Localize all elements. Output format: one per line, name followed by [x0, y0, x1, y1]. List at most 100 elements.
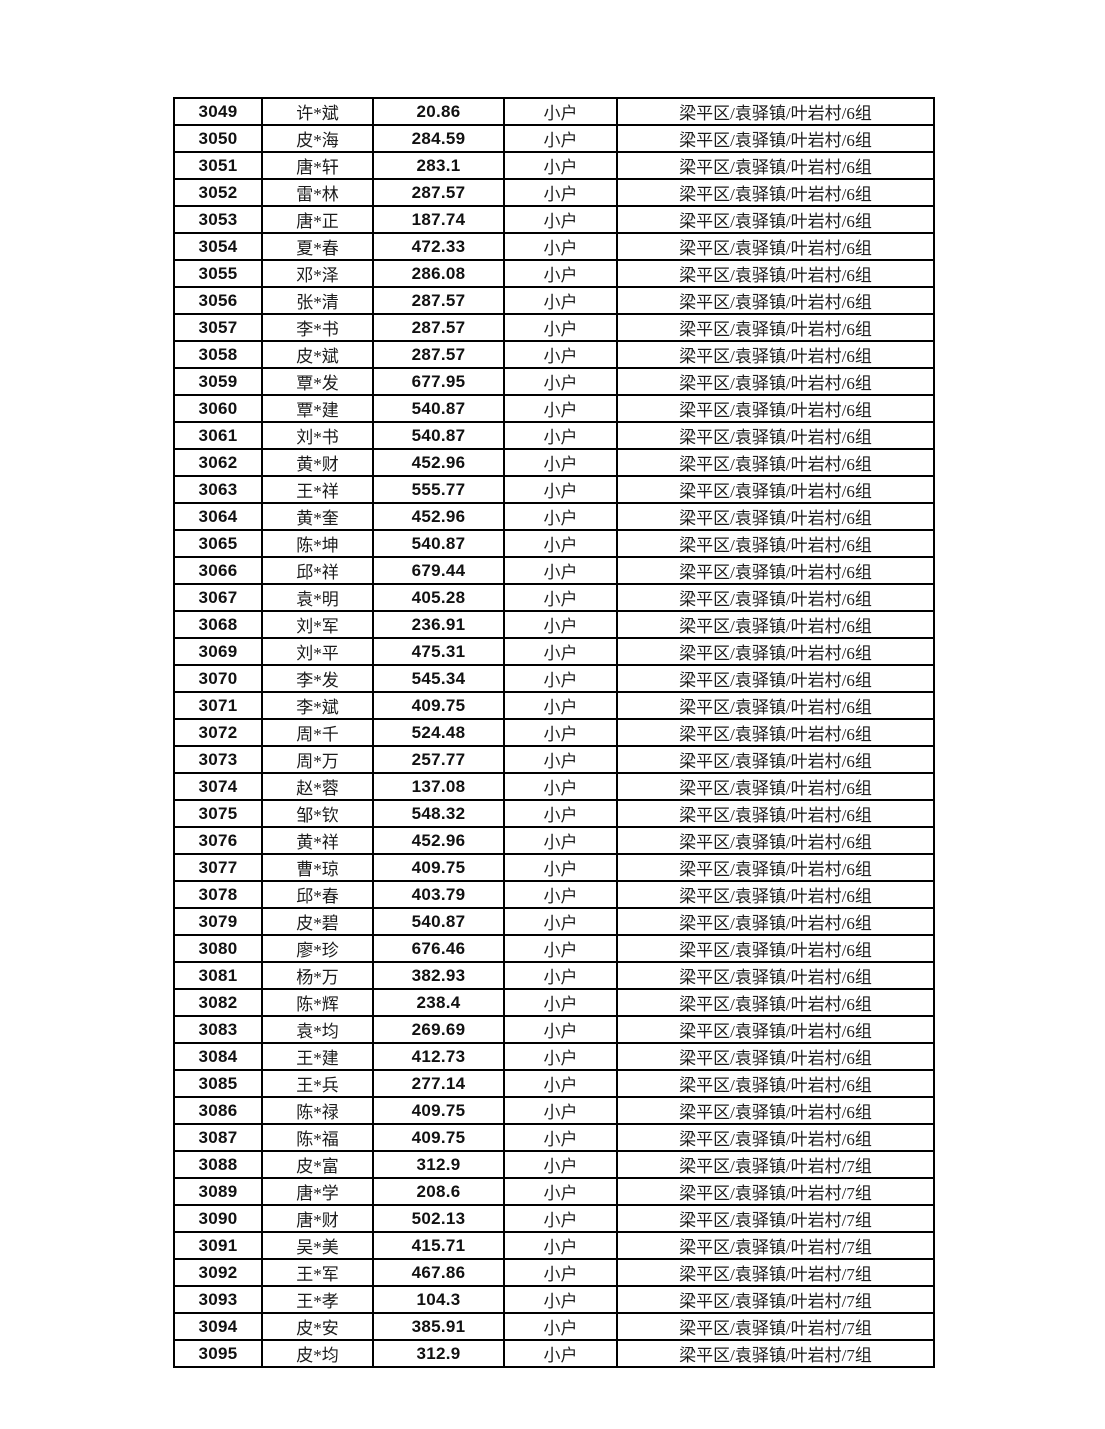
address-cell: 梁平区/袁驿镇/叶岩村/6组 [616, 421, 935, 450]
id-cell: 3093 [173, 1285, 263, 1314]
household-type-cell: 小户 [503, 394, 618, 423]
amount-cell: 287.57 [372, 178, 505, 207]
household-type-cell: 小户 [503, 286, 618, 315]
id-cell: 3076 [173, 826, 263, 855]
name-cell: 李*书 [261, 313, 374, 342]
name-cell: 陈*禄 [261, 1096, 374, 1125]
table-row: 3065 陈*坤 540.87 小户 梁平区/袁驿镇/叶岩村/6组 [173, 529, 935, 558]
amount-cell: 238.4 [372, 988, 505, 1017]
table-row: 3093 王*孝 104.3 小户 梁平区/袁驿镇/叶岩村/7组 [173, 1285, 935, 1314]
id-cell: 3051 [173, 151, 263, 180]
household-type-cell: 小户 [503, 448, 618, 477]
table-row: 3086 陈*禄 409.75 小户 梁平区/袁驿镇/叶岩村/6组 [173, 1096, 935, 1125]
table-row: 3062 黄*财 452.96 小户 梁平区/袁驿镇/叶岩村/6组 [173, 448, 935, 477]
id-cell: 3094 [173, 1312, 263, 1341]
table-row: 3076 黄*祥 452.96 小户 梁平区/袁驿镇/叶岩村/6组 [173, 826, 935, 855]
id-cell: 3067 [173, 583, 263, 612]
table-body: 3049 许*斌 20.86 小户 梁平区/袁驿镇/叶岩村/6组 3050 皮*海 284.5… [173, 97, 935, 1368]
table-row: 3055 邓*泽 286.08 小户 梁平区/袁驿镇/叶岩村/6组 [173, 259, 935, 288]
address-cell: 梁平区/袁驿镇/叶岩村/6组 [616, 340, 935, 369]
name-cell: 皮*海 [261, 124, 374, 153]
amount-cell: 137.08 [372, 772, 505, 801]
amount-cell: 409.75 [372, 1096, 505, 1125]
table-row: 3064 黄*奎 452.96 小户 梁平区/袁驿镇/叶岩村/6组 [173, 502, 935, 531]
id-cell: 3088 [173, 1150, 263, 1179]
amount-cell: 679.44 [372, 556, 505, 585]
address-cell: 梁平区/袁驿镇/叶岩村/6组 [616, 583, 935, 612]
table-row: 3091 吴*美 415.71 小户 梁平区/袁驿镇/叶岩村/7组 [173, 1231, 935, 1260]
household-type-cell: 小户 [503, 1204, 618, 1233]
address-cell: 梁平区/袁驿镇/叶岩村/7组 [616, 1177, 935, 1206]
name-cell: 皮*碧 [261, 907, 374, 936]
household-type-cell: 小户 [503, 178, 618, 207]
amount-cell: 548.32 [372, 799, 505, 828]
amount-cell: 409.75 [372, 1123, 505, 1152]
id-cell: 3049 [173, 97, 263, 126]
household-type-cell: 小户 [503, 1123, 618, 1152]
table-row: 3056 张*清 287.57 小户 梁平区/袁驿镇/叶岩村/6组 [173, 286, 935, 315]
address-cell: 梁平区/袁驿镇/叶岩村/6组 [616, 124, 935, 153]
household-type-cell: 小户 [503, 502, 618, 531]
household-type-cell: 小户 [503, 1015, 618, 1044]
name-cell: 张*清 [261, 286, 374, 315]
id-cell: 3069 [173, 637, 263, 666]
household-type-cell: 小户 [503, 1150, 618, 1179]
table-row: 3057 李*书 287.57 小户 梁平区/袁驿镇/叶岩村/6组 [173, 313, 935, 342]
name-cell: 陈*坤 [261, 529, 374, 558]
household-type-cell: 小户 [503, 232, 618, 261]
amount-cell: 20.86 [372, 97, 505, 126]
address-cell: 梁平区/袁驿镇/叶岩村/6组 [616, 907, 935, 936]
table-row: 3068 刘*军 236.91 小户 梁平区/袁驿镇/叶岩村/6组 [173, 610, 935, 639]
address-cell: 梁平区/袁驿镇/叶岩村/6组 [616, 232, 935, 261]
name-cell: 黄*奎 [261, 502, 374, 531]
table-row: 3075 邹*钦 548.32 小户 梁平区/袁驿镇/叶岩村/6组 [173, 799, 935, 828]
address-cell: 梁平区/袁驿镇/叶岩村/6组 [616, 205, 935, 234]
address-cell: 梁平区/袁驿镇/叶岩村/6组 [616, 1042, 935, 1071]
household-type-cell: 小户 [503, 367, 618, 396]
household-type-cell: 小户 [503, 961, 618, 990]
address-cell: 梁平区/袁驿镇/叶岩村/6组 [616, 286, 935, 315]
id-cell: 3089 [173, 1177, 263, 1206]
id-cell: 3072 [173, 718, 263, 747]
table-row: 3087 陈*福 409.75 小户 梁平区/袁驿镇/叶岩村/6组 [173, 1123, 935, 1152]
table-row: 3070 李*发 545.34 小户 梁平区/袁驿镇/叶岩村/6组 [173, 664, 935, 693]
address-cell: 梁平区/袁驿镇/叶岩村/6组 [616, 853, 935, 882]
id-cell: 3086 [173, 1096, 263, 1125]
household-type-cell: 小户 [503, 745, 618, 774]
id-cell: 3075 [173, 799, 263, 828]
amount-cell: 452.96 [372, 448, 505, 477]
amount-cell: 676.46 [372, 934, 505, 963]
name-cell: 唐*正 [261, 205, 374, 234]
id-cell: 3068 [173, 610, 263, 639]
name-cell: 覃*建 [261, 394, 374, 423]
household-type-cell: 小户 [503, 529, 618, 558]
id-cell: 3052 [173, 178, 263, 207]
id-cell: 3091 [173, 1231, 263, 1260]
name-cell: 周*万 [261, 745, 374, 774]
amount-cell: 677.95 [372, 367, 505, 396]
name-cell: 刘*平 [261, 637, 374, 666]
name-cell: 皮*斌 [261, 340, 374, 369]
household-type-cell: 小户 [503, 934, 618, 963]
address-cell: 梁平区/袁驿镇/叶岩村/6组 [616, 1096, 935, 1125]
name-cell: 袁*明 [261, 583, 374, 612]
amount-cell: 452.96 [372, 826, 505, 855]
household-type-cell: 小户 [503, 1312, 618, 1341]
amount-cell: 403.79 [372, 880, 505, 909]
id-cell: 3080 [173, 934, 263, 963]
name-cell: 覃*发 [261, 367, 374, 396]
household-type-cell: 小户 [503, 1042, 618, 1071]
table-row: 3083 袁*均 269.69 小户 梁平区/袁驿镇/叶岩村/6组 [173, 1015, 935, 1044]
amount-cell: 284.59 [372, 124, 505, 153]
amount-cell: 287.57 [372, 340, 505, 369]
address-cell: 梁平区/袁驿镇/叶岩村/6组 [616, 718, 935, 747]
id-cell: 3070 [173, 664, 263, 693]
amount-cell: 555.77 [372, 475, 505, 504]
table-row: 3080 廖*珍 676.46 小户 梁平区/袁驿镇/叶岩村/6组 [173, 934, 935, 963]
id-cell: 3071 [173, 691, 263, 720]
name-cell: 袁*均 [261, 1015, 374, 1044]
amount-cell: 277.14 [372, 1069, 505, 1098]
household-type-cell: 小户 [503, 691, 618, 720]
household-type-cell: 小户 [503, 340, 618, 369]
name-cell: 李*发 [261, 664, 374, 693]
